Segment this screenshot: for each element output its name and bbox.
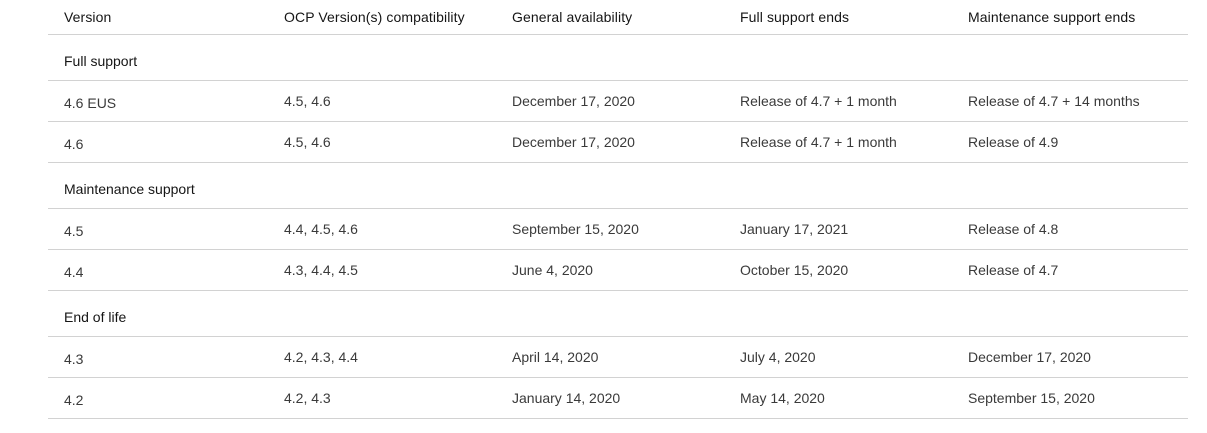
cell-ocp-compatibility: 4.4, 4.5, 4.6 — [284, 221, 358, 237]
section-row-maintenance-support: Maintenance support — [48, 163, 1188, 209]
cell-maintenance-support-ends: Release of 4.7 — [968, 262, 1059, 278]
header-maintenance-support-ends: Maintenance support ends — [968, 9, 1136, 25]
header-ocp-compatibility: OCP Version(s) compatibility — [284, 9, 465, 25]
cell-version: 4.2 — [64, 392, 84, 408]
cell-version: 4.3 — [64, 351, 84, 367]
cell-full-support-ends: January 17, 2021 — [740, 221, 849, 237]
header-full-support-ends: Full support ends — [740, 9, 850, 25]
cell-maintenance-support-ends: December 17, 2020 — [968, 349, 1091, 365]
table-row: 4.3 4.2, 4.3, 4.4 April 14, 2020 July 4,… — [48, 337, 1188, 378]
cell-ocp-compatibility: 4.5, 4.6 — [284, 93, 331, 109]
table-row: 4.4 4.3, 4.4, 4.5 June 4, 2020 October 1… — [48, 250, 1188, 291]
section-row-full-support: Full support — [48, 35, 1188, 81]
cell-version: 4.6 EUS — [64, 95, 117, 111]
cell-ocp-compatibility: 4.3, 4.4, 4.5 — [284, 262, 358, 278]
cell-version: 4.4 — [64, 264, 84, 280]
cell-full-support-ends: Release of 4.7 + 1 month — [740, 134, 897, 150]
cell-full-support-ends: Release of 4.7 + 1 month — [740, 93, 897, 109]
header-version: Version — [64, 9, 112, 25]
cell-maintenance-support-ends: September 15, 2020 — [968, 390, 1095, 406]
cell-version: 4.6 — [64, 136, 84, 152]
cell-full-support-ends: July 4, 2020 — [740, 349, 816, 365]
table-row: 4.6 EUS 4.5, 4.6 December 17, 2020 Relea… — [48, 81, 1188, 122]
cell-ocp-compatibility: 4.2, 4.3, 4.4 — [284, 349, 358, 365]
table-header-row: Version OCP Version(s) compatibility Gen… — [48, 0, 1188, 35]
cell-maintenance-support-ends: Release of 4.9 — [968, 134, 1059, 150]
table-row: 4.6 4.5, 4.6 December 17, 2020 Release o… — [48, 122, 1188, 163]
cell-ocp-compatibility: 4.2, 4.3 — [284, 390, 331, 406]
support-lifecycle-table: Version OCP Version(s) compatibility Gen… — [48, 0, 1188, 419]
cell-version: 4.5 — [64, 223, 84, 239]
cell-maintenance-support-ends: Release of 4.7 + 14 months — [968, 93, 1140, 109]
cell-full-support-ends: October 15, 2020 — [740, 262, 849, 278]
cell-general-availability: September 15, 2020 — [512, 221, 639, 237]
cell-full-support-ends: May 14, 2020 — [740, 390, 825, 406]
table-row: 4.5 4.4, 4.5, 4.6 September 15, 2020 Jan… — [48, 209, 1188, 250]
cell-general-availability: December 17, 2020 — [512, 134, 635, 150]
section-title: End of life — [64, 309, 127, 325]
table-row: 4.2 4.2, 4.3 January 14, 2020 May 14, 20… — [48, 378, 1188, 419]
cell-general-availability: December 17, 2020 — [512, 93, 635, 109]
cell-ocp-compatibility: 4.5, 4.6 — [284, 134, 331, 150]
cell-general-availability: June 4, 2020 — [512, 262, 593, 278]
cell-general-availability: January 14, 2020 — [512, 390, 621, 406]
section-title: Maintenance support — [64, 181, 195, 197]
cell-general-availability: April 14, 2020 — [512, 349, 599, 365]
cell-maintenance-support-ends: Release of 4.8 — [968, 221, 1059, 237]
section-row-end-of-life: End of life — [48, 291, 1188, 337]
header-general-availability: General availability — [512, 9, 633, 25]
section-title: Full support — [64, 53, 138, 69]
